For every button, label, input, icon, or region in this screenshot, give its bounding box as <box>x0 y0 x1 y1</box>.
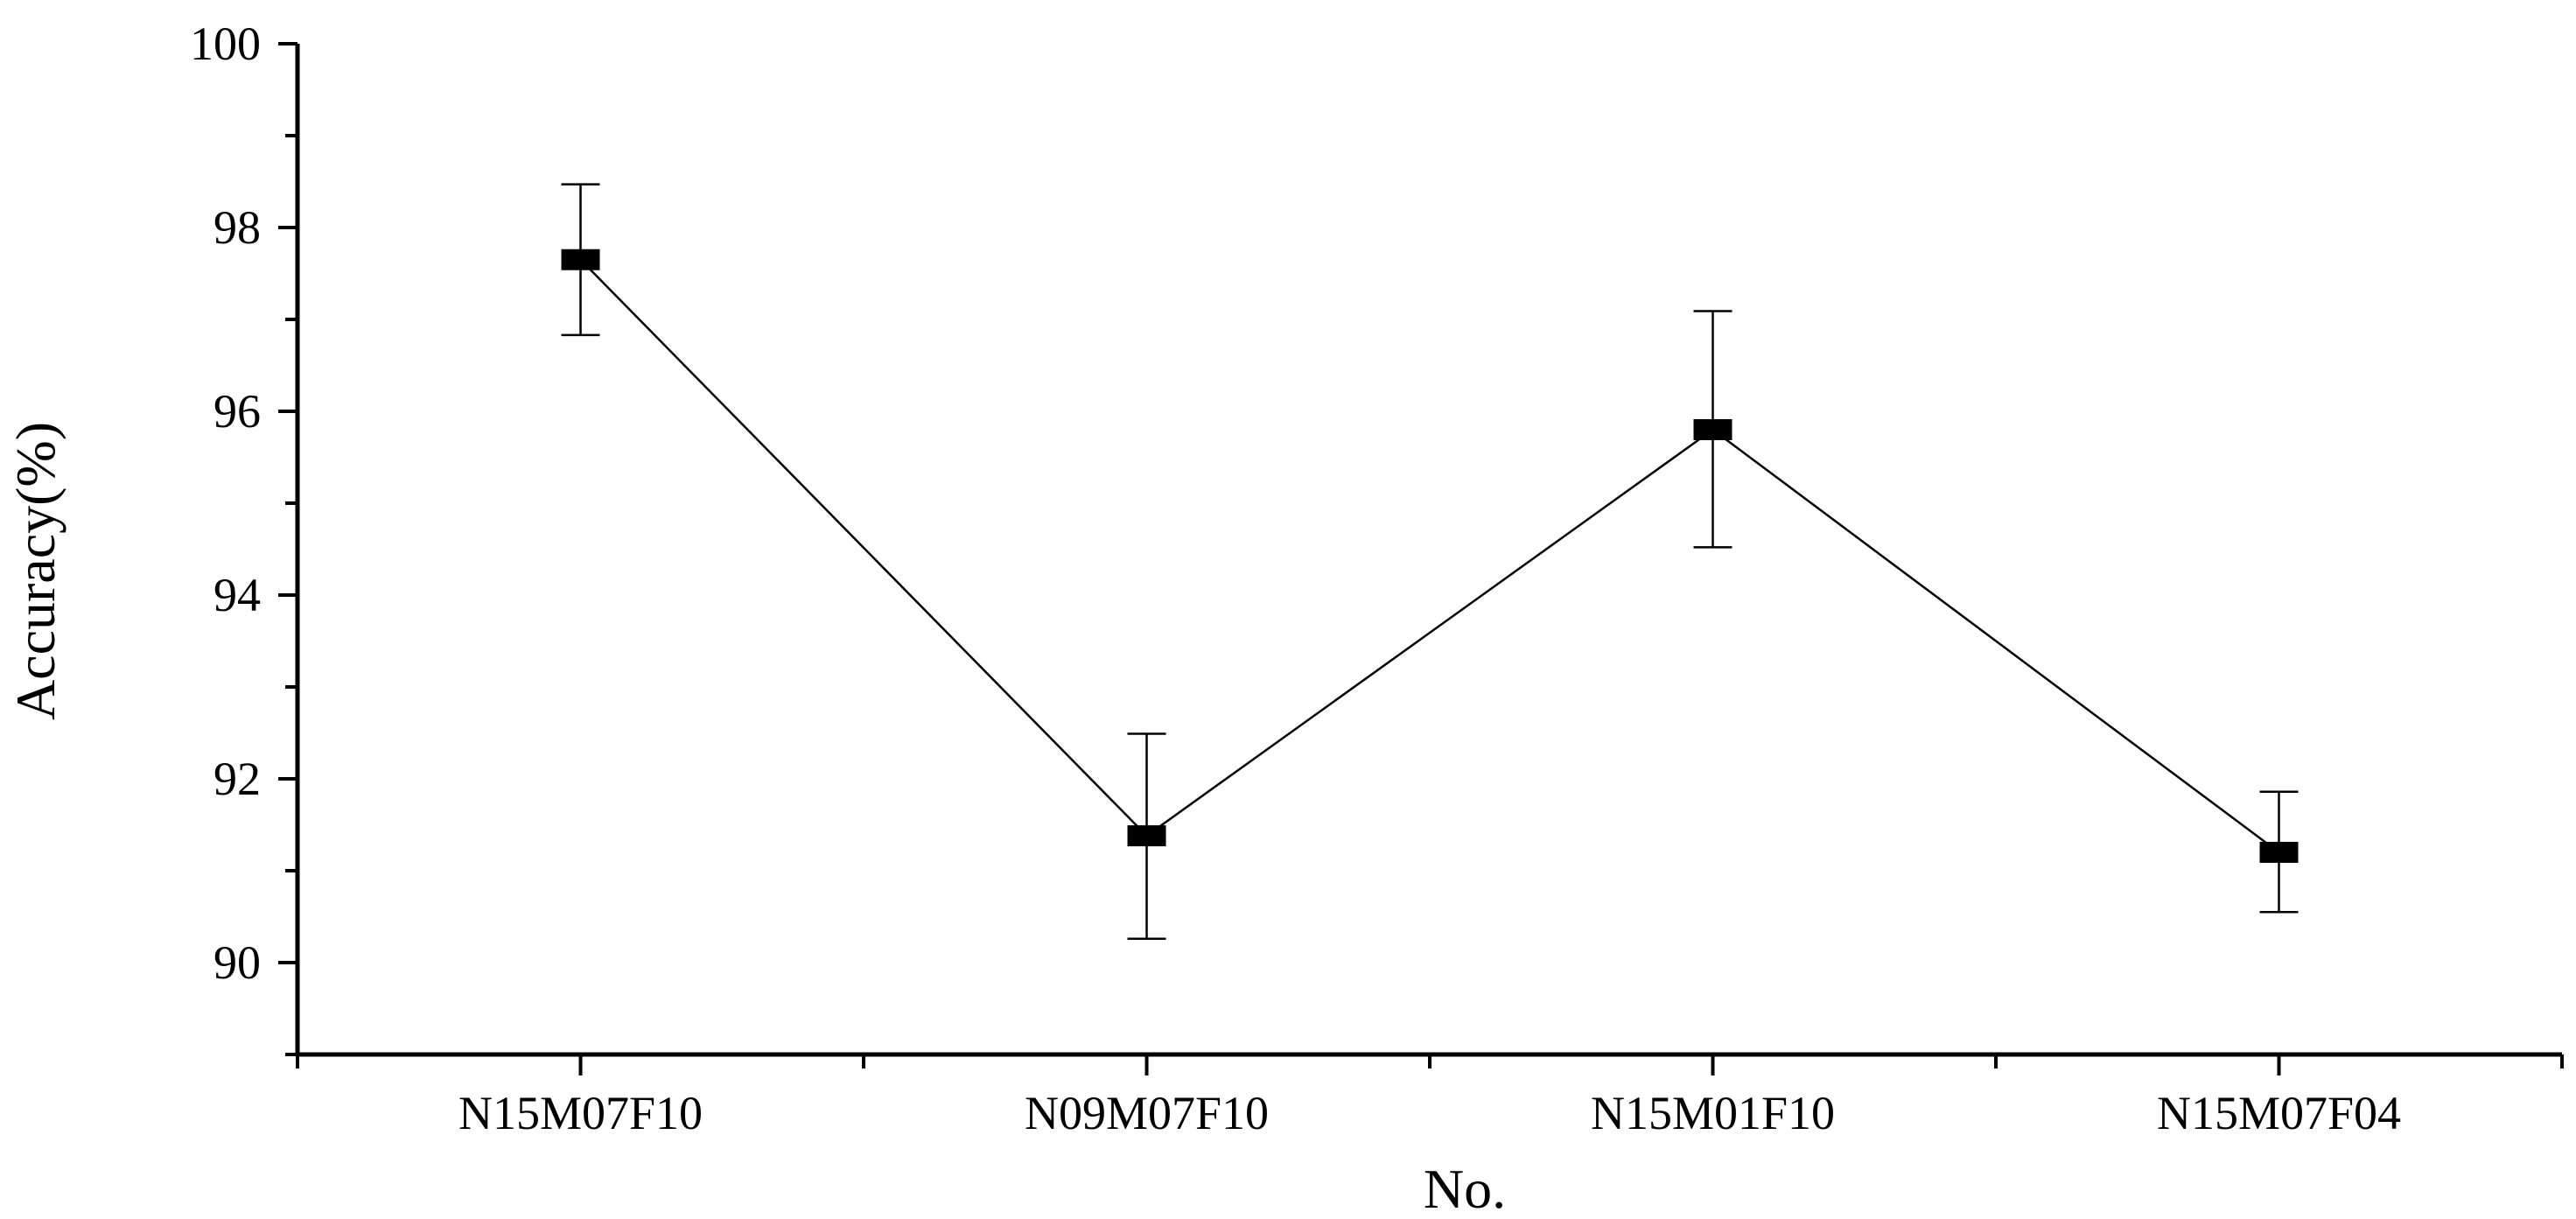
x-tick-label: N09M07F10 <box>1025 1087 1269 1139</box>
y-tick-label: 92 <box>214 753 261 805</box>
data-point-marker <box>1693 419 1732 440</box>
plot-area <box>561 183 2299 940</box>
y-axis-title: Accuracy(%) <box>4 422 66 720</box>
data-point-marker <box>1127 825 1166 847</box>
y-tick-label: 96 <box>214 385 261 438</box>
x-tick-label: N15M07F04 <box>2157 1087 2401 1139</box>
data-point-marker <box>2259 842 2299 863</box>
x-axis-ticks: N15M07F10 N09M07F10 N15M01F10 N15M07F04 <box>296 1054 2564 1139</box>
x-tick-label: N15M01F10 <box>1591 1087 1835 1139</box>
y-tick-label: 98 <box>214 201 261 254</box>
series-line <box>579 258 2280 854</box>
y-tick-label: 90 <box>214 936 261 989</box>
data-point-marker <box>561 249 600 270</box>
x-axis-title: No. <box>1424 1158 1506 1219</box>
x-tick-label: N15M07F10 <box>458 1087 703 1139</box>
y-tick-label: 94 <box>214 569 261 621</box>
y-axis-ticks: 90 92 94 96 98 100 <box>190 18 298 1056</box>
y-tick-label: 100 <box>190 18 261 70</box>
